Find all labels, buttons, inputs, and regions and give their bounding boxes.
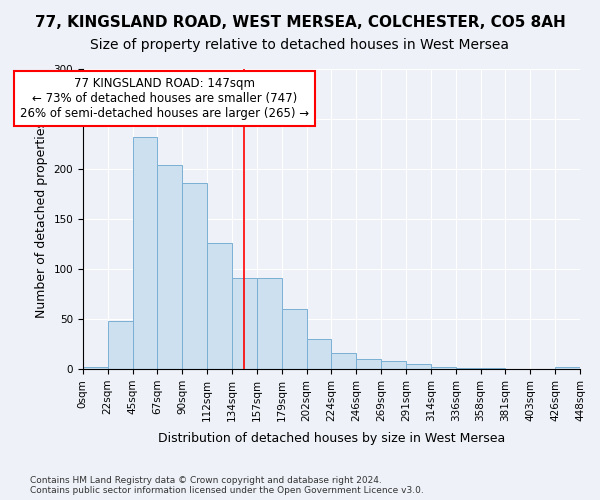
Text: 77, KINGSLAND ROAD, WEST MERSEA, COLCHESTER, CO5 8AH: 77, KINGSLAND ROAD, WEST MERSEA, COLCHES… (35, 15, 565, 30)
Bar (456, 368, 481, 369)
Bar (431, 367, 456, 369)
Bar (182, 183, 207, 369)
Bar (406, 364, 431, 369)
Bar (207, 243, 232, 369)
Bar (381, 361, 406, 369)
Bar (481, 368, 505, 369)
Bar (107, 321, 133, 369)
Bar (232, 278, 257, 369)
X-axis label: Distribution of detached houses by size in West Mersea: Distribution of detached houses by size … (158, 432, 505, 445)
Bar (133, 137, 157, 369)
Text: 77 KINGSLAND ROAD: 147sqm
← 73% of detached houses are smaller (747)
26% of semi: 77 KINGSLAND ROAD: 147sqm ← 73% of detac… (20, 77, 310, 120)
Bar (257, 278, 282, 369)
Text: Contains HM Land Registry data © Crown copyright and database right 2024.
Contai: Contains HM Land Registry data © Crown c… (30, 476, 424, 495)
Text: Size of property relative to detached houses in West Mersea: Size of property relative to detached ho… (91, 38, 509, 52)
Bar (356, 359, 381, 369)
Bar (331, 353, 356, 369)
Bar (555, 367, 580, 369)
Bar (157, 165, 182, 369)
Bar (307, 339, 331, 369)
Bar (83, 367, 107, 369)
Bar (282, 309, 307, 369)
Y-axis label: Number of detached properties: Number of detached properties (35, 120, 48, 318)
